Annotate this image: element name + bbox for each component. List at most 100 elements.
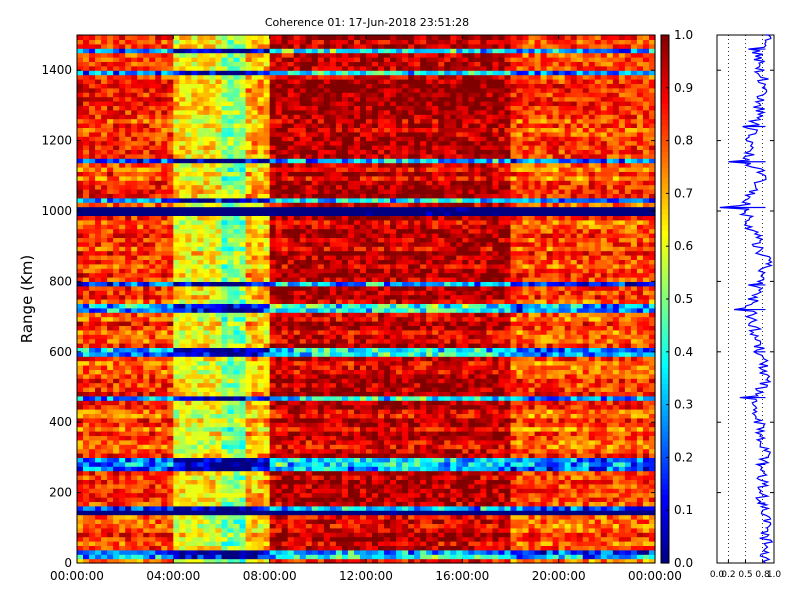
heatmap-cell [161,325,168,331]
heatmap-cell [221,351,229,357]
heatmap-cell [89,74,96,80]
heatmap-cell [83,492,90,498]
heatmap-cell [293,224,301,230]
heatmap-cell [269,387,277,392]
heatmap-cell [305,316,313,322]
heatmap-cell [317,360,325,366]
heatmap-cell [149,365,156,370]
heatmap-cell [227,356,235,362]
heatmap-cell [173,109,180,115]
heatmap-cell [245,127,253,133]
heatmap-cell [89,373,96,379]
heatmap-cell [305,549,313,555]
heatmap-cell [227,105,235,111]
heatmap-cell [239,87,247,93]
heatmap-cell [263,426,271,432]
heatmap-cell [83,193,90,199]
heatmap-cell [287,479,295,485]
heatmap-cell [77,527,84,533]
heatmap-cell [203,118,211,124]
heatmap-cell [323,435,331,441]
heatmap-cell [155,268,162,274]
heatmap-cell [113,536,120,542]
heatmap-cell [269,519,277,524]
heatmap-cell [131,316,138,322]
heatmap-cell [167,189,174,194]
heatmap-cell [77,422,84,428]
heatmap-cell [179,118,186,124]
heatmap-cell [263,457,271,463]
heatmap-cell [233,466,241,472]
heatmap-cell [215,549,223,555]
heatmap-cell [203,140,211,146]
heatmap-cell [101,57,108,62]
heatmap-cell [263,554,271,560]
heatmap-cell [245,505,253,511]
heatmap-cell [131,140,138,146]
heatmap-cell [185,167,192,172]
heatmap-cell [143,483,150,489]
heatmap-cell [149,233,156,238]
heatmap-cell [173,241,180,247]
heatmap-cell [233,158,241,164]
heatmap-cell [161,224,168,230]
heatmap-cell [293,241,301,247]
heatmap-cell [125,523,132,529]
heatmap-cell [215,558,223,564]
heatmap-cell [197,193,205,199]
heatmap-cell [245,206,253,212]
heatmap-cell [179,356,186,362]
heatmap-cell [245,219,253,225]
heatmap-cell [305,395,313,401]
heatmap-cell [191,426,199,432]
heatmap-cell [119,101,126,106]
heatmap-cell [305,277,313,282]
heatmap-cell [221,365,229,370]
heatmap-cell [209,57,217,62]
heatmap-cell [77,413,84,419]
heatmap-cell [269,294,277,300]
heatmap-cell [257,215,265,221]
heatmap-cell [239,118,247,124]
heatmap-cell [251,237,259,243]
heatmap-cell [161,202,168,208]
heatmap-cell [95,79,102,84]
heatmap-cell [89,461,96,467]
heatmap-cell [233,541,241,546]
heatmap-cell [107,347,114,353]
heatmap-cell [77,492,84,498]
heatmap-cell [149,505,156,511]
heatmap-cell [173,505,180,511]
heatmap-cell [161,505,168,511]
heatmap-cell [299,519,307,524]
heatmap-cell [77,48,84,54]
heatmap-cell [215,519,223,524]
heatmap-cell [119,180,126,186]
heatmap-cell [209,246,217,252]
heatmap-cell [113,549,120,555]
heatmap-cell [257,351,265,357]
heatmap-cell [281,171,289,177]
heatmap-cell [107,387,114,392]
heatmap-cell [119,343,126,348]
heatmap-cell [281,131,289,137]
heatmap-cell [131,536,138,542]
heatmap-cell [227,136,235,142]
heatmap-cell [191,87,199,93]
heatmap-cell [203,224,211,230]
heatmap-cell [221,65,229,71]
heatmap-cell [203,334,211,340]
heatmap-cell [311,356,319,362]
heatmap-cell [263,409,271,414]
heatmap-cell [107,365,114,370]
heatmap-cell [83,365,90,370]
heatmap-cell [251,228,259,234]
heatmap-cell [161,70,168,76]
heatmap-cell [209,153,217,159]
heatmap-cell [203,554,211,560]
heatmap-cell [239,272,247,278]
heatmap-cell [299,171,307,177]
heatmap-cell [119,492,126,498]
heatmap-cell [287,127,295,133]
heatmap-cell [263,307,271,313]
